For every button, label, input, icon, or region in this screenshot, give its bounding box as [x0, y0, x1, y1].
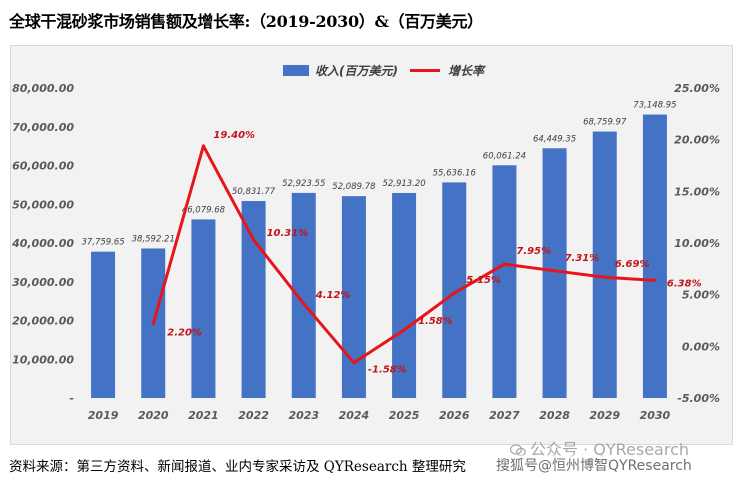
y-left-tick-label: - [69, 392, 74, 405]
growth-data-label: 5.15% [466, 275, 501, 286]
growth-rate-point [502, 262, 506, 266]
growth-rate-point [603, 275, 607, 279]
growth-data-label: 6.38% [667, 278, 702, 289]
x-tick-label: 2023 [288, 409, 319, 422]
bar-data-label: 60,061.24 [483, 151, 526, 161]
bar-data-label: 52,923.55 [282, 179, 325, 189]
y-left-tick-label: 60,000.00 [12, 160, 74, 173]
growth-data-label: 6.69% [615, 259, 650, 270]
bar-data-label: 64,449.35 [533, 134, 576, 144]
growth-data-label: 1.58% [418, 316, 453, 327]
bar-revenue [642, 114, 667, 398]
x-tick-label: 2026 [439, 409, 470, 422]
x-tick-label: 2022 [238, 409, 269, 422]
legend-label-growth: 增长率 [448, 64, 486, 78]
y-right-tick-label: -5.00% [677, 392, 720, 405]
growth-rate-point [452, 291, 456, 295]
y-right-tick-label: 20.00% [674, 134, 720, 147]
x-tick-label: 2025 [389, 409, 420, 422]
growth-rate-point [653, 278, 657, 282]
x-tick-label: 2030 [640, 409, 671, 422]
bar-revenue [341, 196, 366, 398]
growth-data-label: 7.95% [516, 246, 551, 257]
bar-revenue [241, 201, 266, 398]
legend-label-revenue: 收入(百万美元) [315, 64, 398, 78]
watermark-bottom: 搜狐号@恒州博智QYResearch [496, 455, 692, 475]
x-tick-label: 2027 [489, 409, 520, 422]
y-right-tick-label: 10.00% [674, 237, 720, 250]
bar-revenue [392, 192, 417, 398]
growth-data-label: -1.58% [368, 365, 407, 376]
x-tick-label: 2021 [188, 409, 219, 422]
x-tick-label: 2020 [138, 409, 169, 422]
watermark-top-text: 公众号 · QYResearch [530, 440, 690, 459]
y-right-tick-label: 25.00% [674, 82, 720, 95]
growth-data-label: 19.40% [213, 130, 255, 141]
y-left-tick-label: 10,000.00 [12, 353, 74, 366]
source-note: 资料来源：第三方资料、新闻报道、业内专家采访及 QYResearch 整理研究 [9, 459, 466, 475]
growth-rate-point [151, 322, 155, 326]
bar-data-label: 52,913.20 [382, 179, 425, 189]
bar-revenue [442, 182, 467, 398]
bar-data-label: 37,759.65 [81, 238, 124, 248]
bar-data-label: 68,759.97 [583, 118, 627, 128]
bar-data-label: 50,831.77 [232, 187, 276, 197]
growth-data-label: 4.12% [315, 290, 351, 301]
bar-data-label: 73,148.95 [633, 101, 676, 111]
bar-revenue [191, 219, 216, 398]
y-left-tick-label: 40,000.00 [11, 237, 74, 250]
page-title: 全球干混砂浆市场销售额及增长率:（2019-2030）&（百万美元） [9, 12, 483, 31]
bar-revenue [91, 251, 116, 398]
y-left-tick-label: 50,000.00 [12, 198, 74, 211]
growth-rate-point [201, 144, 205, 148]
growth-rate-point [553, 269, 557, 273]
x-tick-label: 2028 [539, 409, 570, 422]
legend-swatch-revenue [283, 65, 309, 76]
bar-revenue [592, 131, 617, 398]
growth-rate-point [402, 328, 406, 332]
bar-revenue [492, 165, 517, 398]
y-left-tick-label: 70,000.00 [12, 121, 74, 134]
growth-rate-point [302, 302, 306, 306]
y-right-tick-label: 15.00% [674, 185, 720, 198]
y-left-tick-label: 30,000.00 [12, 276, 74, 289]
bar-data-label: 52,089.78 [332, 182, 376, 192]
growth-data-label: 10.31% [267, 228, 309, 239]
bar-revenue [291, 192, 316, 398]
y-left-tick-label: 20,000.00 [12, 315, 74, 328]
growth-rate-point [252, 238, 256, 242]
growth-rate-point [352, 361, 356, 365]
growth-data-label: 7.31% [565, 253, 600, 264]
x-tick-label: 2029 [589, 409, 620, 422]
x-tick-label: 2024 [339, 409, 370, 422]
bar-data-label: 46,079.68 [182, 205, 226, 215]
bar-data-label: 55,636.16 [433, 168, 477, 178]
y-left-tick-label: 80,000.00 [12, 82, 74, 95]
bar-data-label: 38,592.21 [132, 234, 175, 244]
growth-data-label: 2.20% [167, 328, 202, 339]
y-right-tick-label: 5.00% [682, 289, 720, 302]
x-tick-label: 2019 [88, 409, 119, 422]
y-right-tick-label: 0.00% [682, 340, 720, 353]
